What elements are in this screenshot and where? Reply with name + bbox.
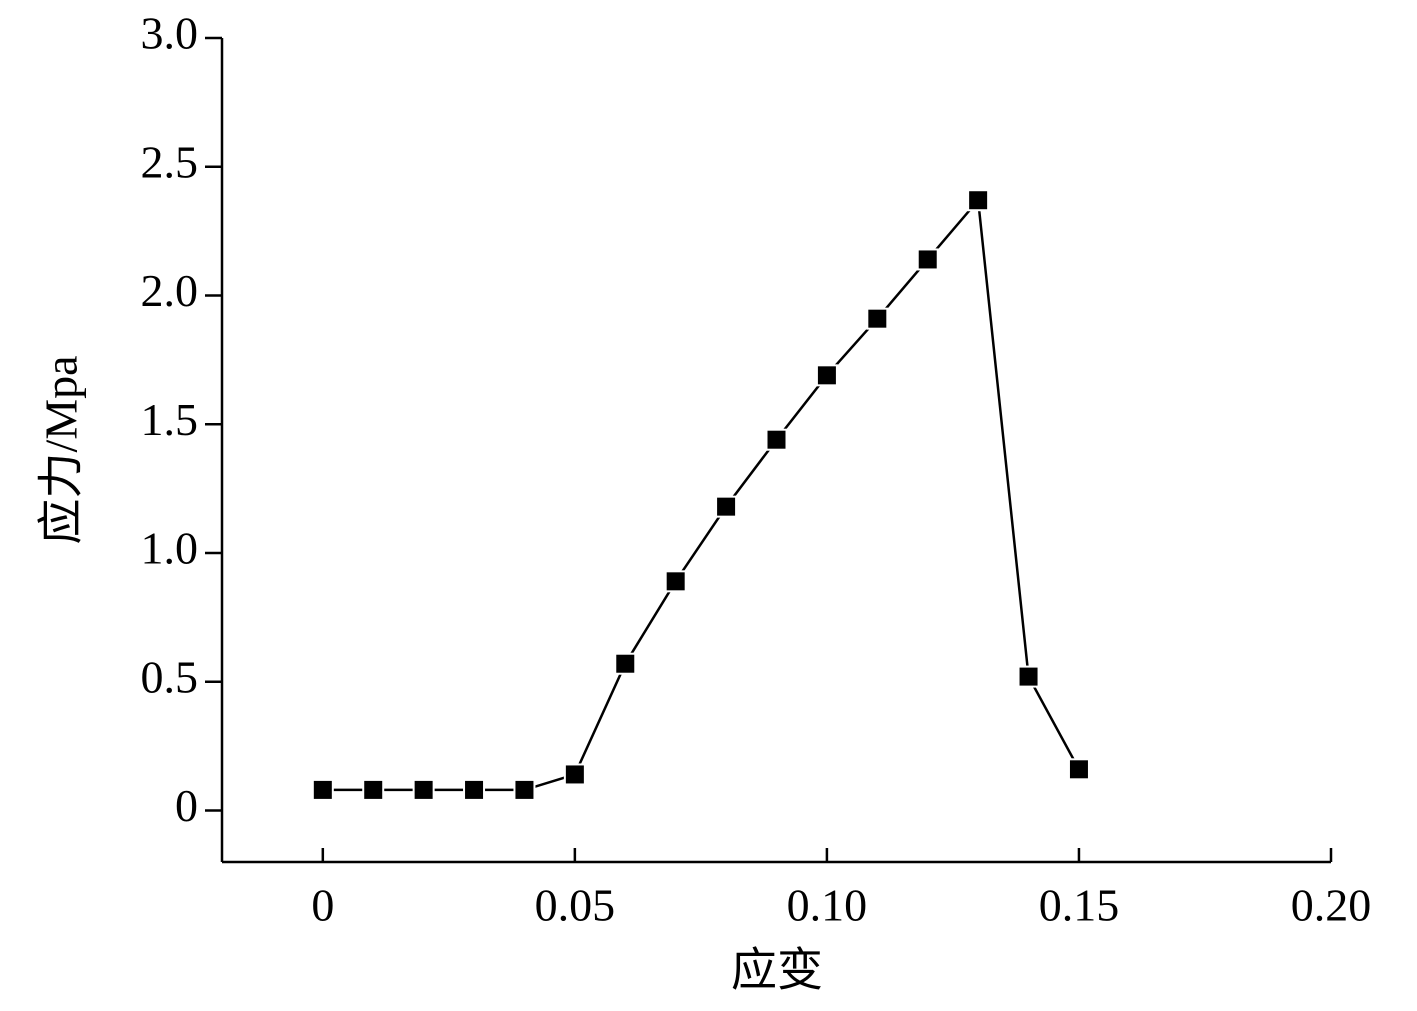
series-line xyxy=(322,197,1081,792)
marker xyxy=(412,778,435,801)
y-axis-label: 应力/Mpa xyxy=(36,355,87,544)
marker xyxy=(916,248,939,271)
marker xyxy=(866,307,889,330)
marker xyxy=(1017,665,1040,688)
marker xyxy=(513,778,536,801)
marker xyxy=(765,428,788,451)
marker xyxy=(715,495,738,518)
y-tick-label: 1.0 xyxy=(141,523,199,574)
y-tick-label: 0.5 xyxy=(141,651,199,702)
x-tick-label: 0.20 xyxy=(1291,880,1372,931)
marker xyxy=(311,778,334,801)
marker xyxy=(1067,758,1090,781)
x-tick-label: 0.10 xyxy=(787,880,868,931)
marker xyxy=(463,778,486,801)
x-axis-label: 应变 xyxy=(731,945,823,996)
y-tick-label: 1.5 xyxy=(141,394,199,445)
y-tick-label: 2.5 xyxy=(141,136,199,187)
marker xyxy=(815,364,838,387)
y-tick-label: 0 xyxy=(175,780,198,831)
x-tick-label: 0.15 xyxy=(1039,880,1120,931)
x-tick-label: 0.05 xyxy=(535,880,616,931)
y-tick-label: 3.0 xyxy=(141,8,199,59)
y-tick-label: 2.0 xyxy=(141,265,199,316)
marker xyxy=(563,763,586,786)
x-tick-label: 0 xyxy=(311,880,334,931)
marker xyxy=(664,570,687,593)
marker xyxy=(967,189,990,212)
marker xyxy=(614,652,637,675)
marker xyxy=(362,778,385,801)
